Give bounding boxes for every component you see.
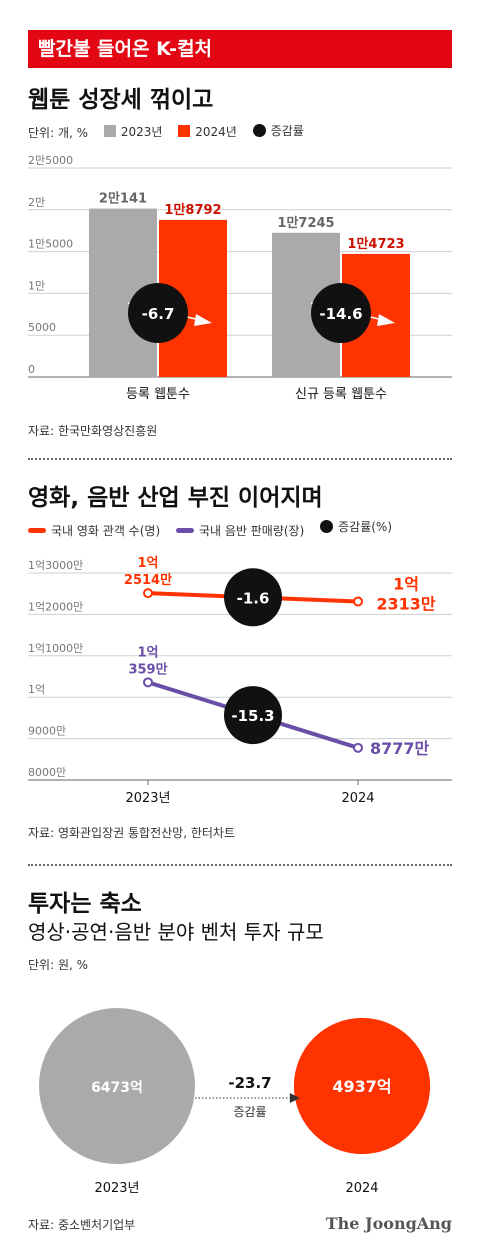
legend-change-dot	[252, 124, 266, 137]
legend-2023: 2023년	[103, 123, 163, 140]
investment-source: 자료: 중소벤처기업부	[28, 1218, 136, 1232]
point-label: 1억	[137, 645, 158, 660]
change-label: 증감률	[233, 1105, 266, 1119]
legend-movie-line	[28, 528, 46, 533]
y-tick-label: 9000만	[28, 725, 66, 738]
change-value: -23.7	[228, 1074, 271, 1092]
change-bubble	[224, 568, 282, 627]
change-arrow-head	[194, 314, 212, 326]
y-tick-label: 5000	[28, 321, 56, 334]
y-tick-label: 2만	[28, 196, 45, 209]
legend-2024-swatch	[178, 125, 191, 137]
series-point	[353, 596, 363, 607]
webtoon-chart-title: 웹툰 성장세 꺾이고	[28, 87, 214, 113]
brand-logo: The JoongAng	[325, 1214, 452, 1233]
point-label: 359만	[128, 661, 167, 677]
change-bubble	[311, 283, 371, 343]
movie-album-line-chart: 8000만 9000만 1억 1억1000만 1억2000만 1억3000만 2023년 20…	[28, 556, 452, 806]
movie-album-source: 자료: 영화관입장권 통합전산망, 한터차트	[28, 826, 235, 840]
legend-change-pct-dot	[320, 520, 334, 533]
investment-unit: 단위: 원, %	[28, 958, 89, 972]
y-tick-label: 8000만	[28, 766, 66, 779]
x-tick-label: 2024	[341, 791, 374, 806]
change-arrow-head	[289, 1093, 300, 1103]
section-divider-2	[28, 864, 452, 866]
change-arrow-head	[377, 314, 395, 326]
change-value: -6.7	[142, 305, 175, 323]
y-tick-label: 1억3000만	[28, 559, 83, 572]
investment-bubble-2023	[39, 1008, 195, 1164]
investment-bubble-2024	[293, 1017, 431, 1155]
point-label: 1억	[393, 574, 419, 593]
legend-2024: 2024년	[178, 123, 237, 140]
y-tick-label: 1억2000만	[28, 600, 83, 613]
y-tick-label: 0	[28, 363, 35, 376]
x-category-label: 신규 등록 웹툰수	[295, 387, 387, 402]
movie-album-chart-title: 영화, 음반 산업 부진 이어지며	[28, 485, 323, 511]
bar-value-label: 2만141	[99, 191, 147, 207]
legend-movie: 국내 영화 관객 수(명)	[28, 522, 160, 539]
y-tick-label: 1억	[28, 683, 45, 696]
webtoon-legend: 단위: 개, % 2023년 2024년 증감률	[28, 122, 316, 141]
legend-2023-swatch	[103, 125, 116, 137]
unit-label: 단위: 개, %	[28, 126, 89, 140]
point-label: 2514만	[124, 572, 172, 588]
investment-subtitle: 영상·공연·음반 분야 벤처 투자 규모	[28, 920, 324, 944]
section-divider-1	[28, 458, 452, 460]
legend-2023-label: 2023년	[120, 124, 163, 139]
webtoon-source: 자료: 한국만화영상진흥원	[28, 424, 158, 438]
y-tick-label: 1만5000	[28, 238, 73, 251]
legend-change-pct: 증감률(%)	[320, 518, 392, 535]
x-tick-label: 2023년	[125, 791, 170, 806]
x-category-label: 등록 웹툰수	[126, 387, 190, 402]
bubble-value-label: 6473억	[91, 1080, 143, 1096]
legend-album-line	[175, 528, 194, 533]
banner-title: 빨간불 들어온 K-컬처	[28, 30, 452, 68]
bubble-value-label: 4937억	[332, 1077, 391, 1096]
change-bubble	[224, 686, 282, 745]
series-point	[353, 742, 363, 753]
bar-value-label: 1만7245	[277, 215, 334, 231]
y-tick-label: 1억1000만	[28, 642, 83, 655]
legend-album: 국내 음반 판매량(장)	[175, 522, 305, 539]
series-point	[143, 677, 153, 688]
webtoon-bar-chart: 0 5000 1만 1만5000 2만 2만5000 2만141 1만8792 -6.7 등록 웹…	[28, 154, 452, 402]
point-label: 1억	[137, 556, 158, 571]
point-label: 2313만	[376, 594, 436, 613]
bubble-category-label: 2023년	[94, 1181, 139, 1196]
series-point	[143, 588, 153, 599]
legend-2024-label: 2024년	[195, 124, 237, 139]
y-tick-label: 1만	[28, 279, 45, 292]
bubble-category-label: 2024	[345, 1181, 378, 1196]
point-label: 8777만	[370, 739, 430, 758]
bar-value-label: 1만8792	[164, 202, 221, 218]
legend-album-label: 국내 음반 판매량(장)	[198, 524, 305, 538]
legend-movie-label: 국내 영화 관객 수(명)	[51, 524, 161, 538]
y-tick-label: 2만5000	[28, 154, 73, 167]
movie-album-legend: 국내 영화 관객 수(명) 국내 음반 판매량(장) 증감률(%)	[28, 518, 404, 539]
investment-title: 투자는 축소	[28, 891, 142, 917]
investment-bubble-chart: 6473억 2023년 4937억 2024 -23.7 증감률	[39, 1008, 431, 1196]
change-value: -15.3	[231, 707, 274, 725]
legend-change-pct-label: 증감률(%)	[338, 520, 393, 534]
change-value: -14.6	[319, 305, 362, 323]
legend-change-label: 증감률	[270, 124, 304, 138]
legend-change: 증감률	[252, 122, 304, 139]
change-bubble	[128, 283, 188, 343]
bar-value-label: 1만4723	[347, 236, 404, 252]
change-value: -1.6	[237, 589, 270, 607]
